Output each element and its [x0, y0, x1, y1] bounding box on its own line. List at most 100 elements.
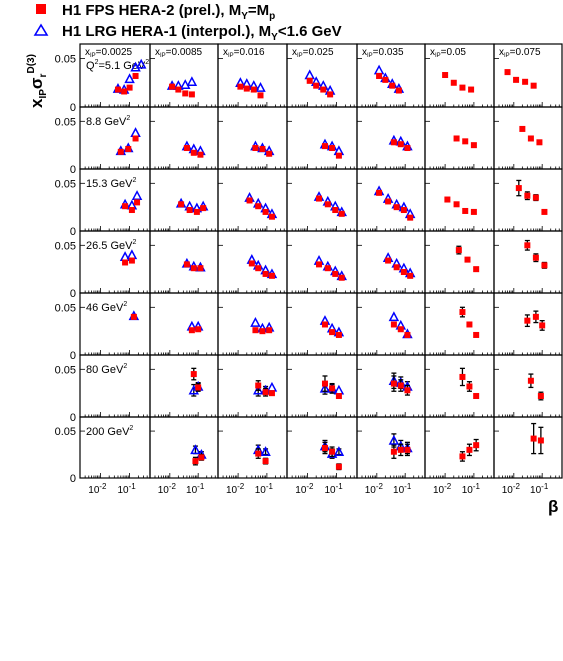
data-point-lrg	[190, 444, 201, 455]
data-point-fps	[541, 208, 548, 215]
data-point-fps	[128, 257, 135, 264]
y-tick-label: 0.05	[55, 116, 76, 128]
data-point-fps	[329, 385, 336, 392]
data-point-fps	[385, 198, 392, 205]
data-point-fps	[397, 141, 404, 148]
data-point-fps	[536, 139, 543, 146]
panel-r5-c1	[149, 354, 219, 418]
data-point-fps	[262, 458, 269, 465]
data-point-fps	[404, 145, 411, 152]
legend-fps-marker	[36, 4, 46, 14]
panel-r6-c5	[424, 416, 495, 479]
panel-r1-c3	[286, 106, 358, 170]
data-point-fps	[453, 135, 460, 142]
data-point-fps	[532, 194, 539, 201]
data-point-fps	[257, 92, 264, 99]
panel-r4-c5	[424, 292, 495, 356]
data-point-fps	[268, 390, 275, 397]
data-point-fps	[197, 265, 204, 272]
data-point-fps	[459, 84, 466, 91]
data-point-fps	[459, 453, 466, 460]
data-point-fps	[126, 84, 133, 91]
data-point-lrg	[179, 79, 191, 89]
data-point-fps	[329, 448, 336, 455]
data-point-fps	[395, 87, 402, 94]
legend-lrg-label: H1 LRG HERA-1 (interpol.), MY<1.6 GeV	[62, 23, 342, 43]
data-point-fps	[532, 313, 539, 320]
data-point-fps	[321, 380, 328, 387]
x-tick-label: 10-2	[88, 482, 107, 496]
x-tick-label: 10-2	[226, 482, 245, 496]
data-point-fps	[470, 208, 477, 215]
panel-r3-c5	[424, 230, 495, 294]
data-point-fps	[537, 393, 544, 400]
data-point-fps	[397, 446, 404, 453]
data-point-lrg	[124, 73, 135, 84]
data-point-fps	[335, 331, 342, 338]
x-tick-label: 10-1	[462, 482, 481, 496]
data-point-fps	[539, 322, 546, 329]
data-point-fps	[122, 203, 129, 210]
data-point-fps	[190, 265, 197, 272]
data-point-fps	[186, 207, 193, 214]
q2-label: 200 GeV2	[86, 425, 133, 438]
x-axis-title: β	[548, 497, 558, 516]
data-point-fps	[453, 201, 460, 208]
data-point-fps	[252, 327, 259, 334]
data-point-lrg	[250, 316, 261, 327]
q2-label: 8.8 GeV2	[86, 115, 130, 128]
xpom-label: xIP=0.05	[430, 47, 466, 59]
panel-r1-c4	[356, 106, 426, 170]
data-point-fps	[473, 442, 480, 449]
data-point-fps	[393, 264, 400, 271]
y-tick-label: 0	[70, 226, 76, 238]
panel-r6-c4	[356, 416, 426, 479]
data-point-fps	[321, 321, 328, 328]
x-tick-label: 10-2	[158, 482, 177, 496]
y-tick-label: 0	[70, 473, 76, 485]
data-point-fps	[532, 254, 539, 261]
data-point-fps	[385, 257, 392, 264]
q2-label: Q2=5.1 GeV2	[86, 59, 149, 72]
x-tick-label: 10-2	[433, 482, 452, 496]
data-point-fps	[130, 313, 137, 320]
data-point-fps	[182, 90, 189, 97]
data-point-fps	[243, 85, 250, 92]
data-point-fps	[134, 199, 141, 206]
data-point-fps	[192, 458, 199, 465]
data-point-fps	[259, 328, 266, 335]
data-point-fps	[537, 437, 544, 444]
x-tick-label: 10-1	[117, 482, 136, 496]
data-point-fps	[407, 272, 414, 279]
data-point-fps	[397, 326, 404, 333]
data-point-fps	[338, 274, 345, 281]
x-tick-label: 10-2	[295, 482, 314, 496]
data-point-fps	[266, 327, 273, 334]
data-point-fps	[459, 309, 466, 316]
data-point-fps	[335, 463, 342, 470]
data-point-fps	[390, 448, 397, 455]
data-point-fps	[125, 145, 132, 152]
data-point-fps	[332, 207, 339, 214]
data-point-fps	[335, 393, 342, 400]
panel-r6-c1	[149, 416, 219, 479]
data-point-fps	[473, 266, 480, 273]
data-point-fps	[541, 262, 548, 269]
data-point-fps	[237, 83, 244, 90]
data-point-fps	[466, 446, 473, 453]
data-point-lrg	[304, 69, 315, 80]
data-point-fps	[404, 331, 411, 338]
data-point-fps	[404, 387, 411, 394]
data-point-fps	[530, 435, 537, 442]
data-point-fps	[320, 86, 327, 93]
data-point-fps	[515, 185, 522, 192]
data-point-lrg	[131, 190, 143, 200]
q2-label: 46 GeV2	[86, 301, 127, 314]
data-point-fps	[255, 450, 262, 457]
data-point-fps	[268, 213, 275, 220]
data-point-fps	[329, 145, 336, 152]
data-point-lrg	[388, 434, 400, 445]
panel-r5-c2	[217, 354, 288, 418]
data-point-fps	[117, 148, 124, 155]
data-point-fps	[404, 446, 411, 453]
